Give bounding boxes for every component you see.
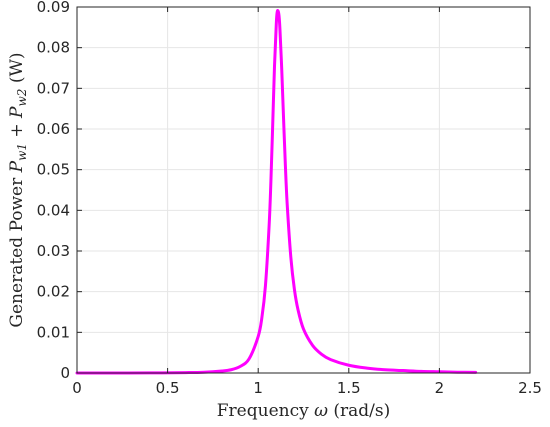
x-tick-label: 2 xyxy=(435,379,445,397)
y-tick-label: 0.05 xyxy=(37,161,70,179)
y-tick-label: 0.09 xyxy=(37,0,70,16)
x-tick-label: 2.5 xyxy=(518,379,542,397)
grid-lines xyxy=(77,7,530,373)
y-tick-label: 0.03 xyxy=(37,242,70,260)
y-tick-label: 0 xyxy=(60,364,70,382)
y-tick-label: 0.06 xyxy=(37,120,70,138)
y-tick-label: 0.07 xyxy=(37,79,70,97)
series-line xyxy=(75,8,478,375)
x-tick-label: 0 xyxy=(72,379,82,397)
x-axis-label: Frequency ω (rad/s) xyxy=(217,401,391,421)
x-tick-label: 1 xyxy=(253,379,263,397)
y-axis-label: Generated Power Pw1 + Pw2 (W) xyxy=(7,52,29,327)
y-tick-label: 0.01 xyxy=(37,323,70,341)
y-tick-label: 0.02 xyxy=(37,283,70,301)
plot-frame xyxy=(76,6,531,374)
y-tick-label: 0.04 xyxy=(37,201,70,219)
x-tick-label: 1.5 xyxy=(337,379,361,397)
y-tick-labels: 0 0.01 0.02 0.03 0.04 0.05 0.06 0.07 0.08 0.09 xyxy=(37,0,70,382)
x-tick-labels: 0 0.5 1 1.5 2 2.5 xyxy=(72,379,542,397)
x-tick-label: 0.5 xyxy=(156,379,180,397)
series-layer xyxy=(75,8,478,375)
y-tick-label: 0.08 xyxy=(37,39,70,57)
axis-ticks xyxy=(76,6,531,374)
